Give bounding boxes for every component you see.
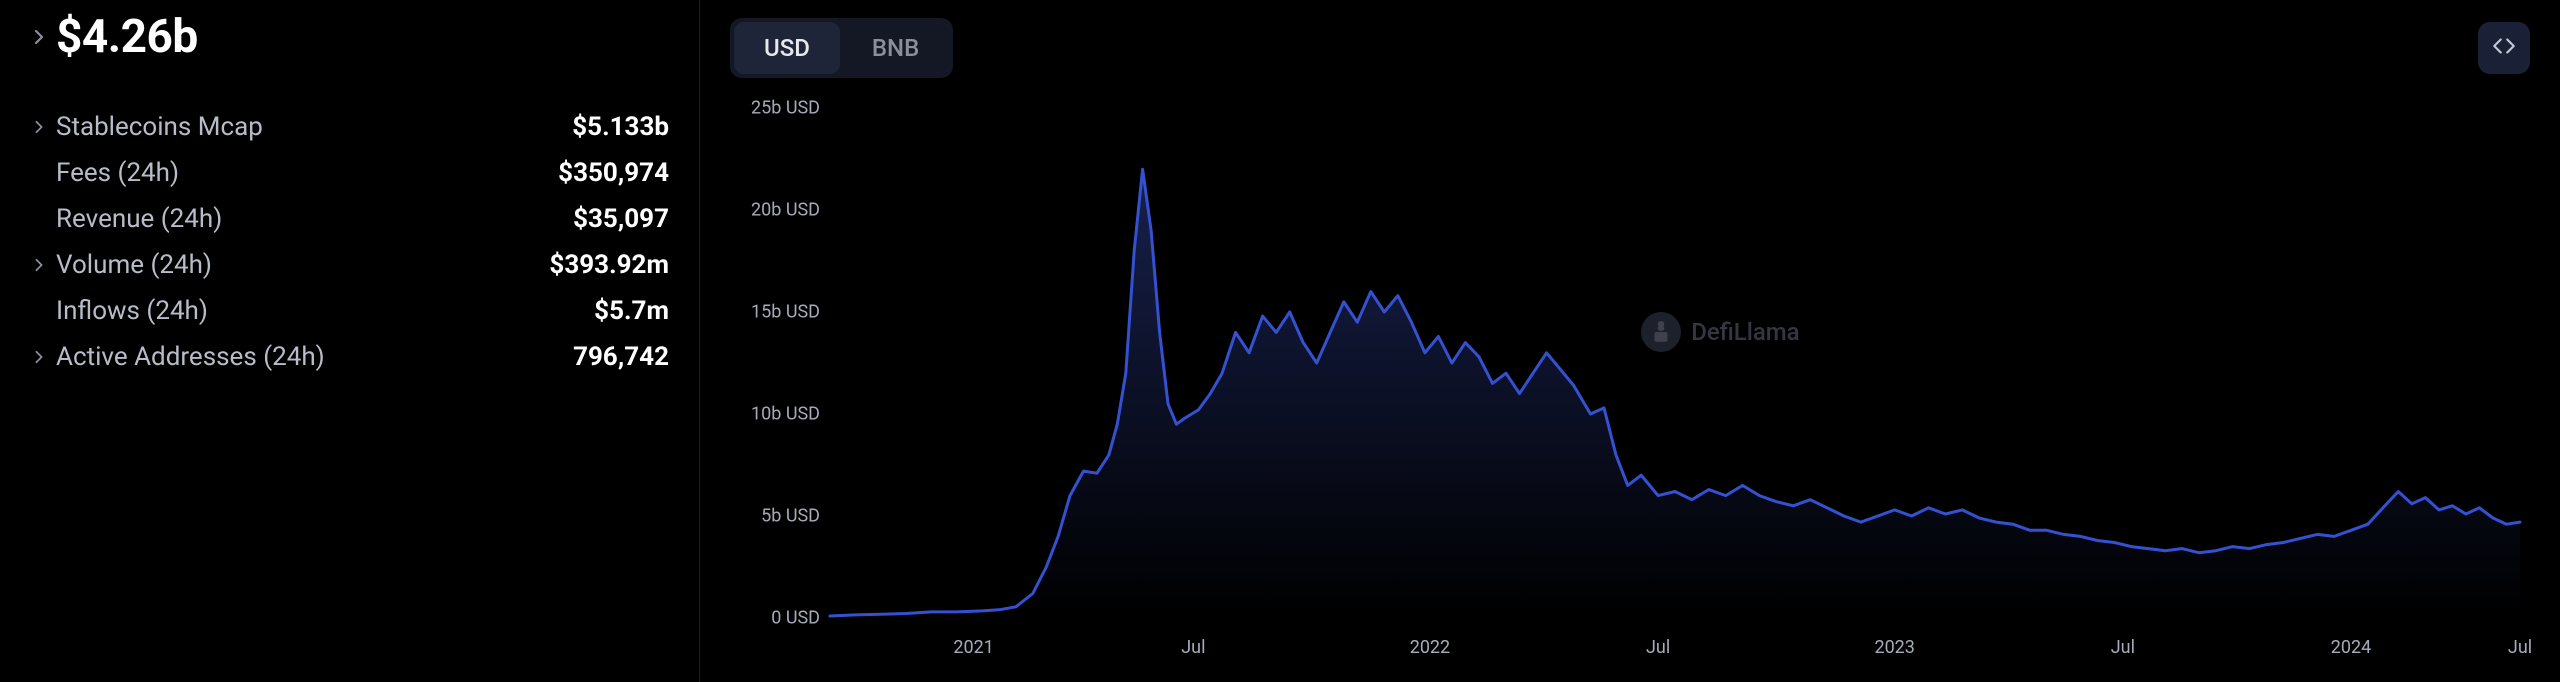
stat-row[interactable]: Active Addresses (24h) 796,742 (30, 334, 669, 380)
currency-toggle: USDBNB (730, 18, 953, 78)
stat-label: Stablecoins Mcap (56, 112, 263, 142)
chevron-right-icon (30, 350, 48, 364)
stat-value: $393.92m (549, 250, 669, 280)
watermark: DefiLlama (1641, 312, 1799, 352)
stat-row: Inflows (24h) $5.7m (30, 288, 669, 334)
y-axis-tick: 20b USD (730, 200, 820, 221)
stat-label: Active Addresses (24h) (56, 342, 325, 372)
currency-option-usd[interactable]: USD (734, 22, 840, 74)
stat-label: Revenue (24h) (56, 204, 222, 234)
x-axis-tick: 2024 (2331, 637, 2371, 658)
y-axis-tick: 25b USD (730, 98, 820, 119)
chevron-right-icon (30, 120, 48, 134)
code-icon (2491, 33, 2517, 63)
y-axis-tick: 0 USD (730, 608, 820, 629)
chevron-right-icon (30, 29, 48, 45)
chart-svg (730, 98, 2530, 658)
embed-button[interactable] (2478, 22, 2530, 74)
chart-area-fill (830, 169, 2520, 618)
stat-value: $35,097 (573, 204, 669, 234)
x-axis-tick: 2023 (1874, 637, 1914, 658)
stat-row[interactable]: Stablecoins Mcap $5.133b (30, 104, 669, 150)
x-axis-tick: 2021 (953, 637, 993, 658)
x-axis-tick: Jul (1646, 637, 1670, 658)
stat-row[interactable]: Volume (24h) $393.92m (30, 242, 669, 288)
chart-area[interactable]: DefiLlama 25b USD 20b USD 15b USD 10b USD 5b… (730, 98, 2530, 658)
chart-panel: USDBNB DefiLlama 25b USD 20b USD 15b USD 10… (700, 0, 2560, 682)
x-axis-tick: Jul (1181, 637, 1205, 658)
chevron-right-icon (30, 258, 48, 272)
stat-value: $350,974 (558, 158, 669, 188)
stat-label: Volume (24h) (56, 250, 212, 280)
headline-value: $4.26b (56, 10, 198, 64)
defillama-logo-icon (1641, 312, 1681, 352)
x-axis-tick: 2022 (1410, 637, 1450, 658)
stat-row: Fees (24h) $350,974 (30, 150, 669, 196)
stat-row: Revenue (24h) $35,097 (30, 196, 669, 242)
x-axis-tick: Jul (2508, 637, 2532, 658)
stat-label: Inflows (24h) (56, 296, 208, 326)
currency-option-bnb[interactable]: BNB (842, 22, 949, 74)
x-axis-tick: Jul (2111, 637, 2135, 658)
stat-value: $5.133b (572, 112, 669, 142)
headline-row[interactable]: $4.26b (30, 10, 669, 64)
y-axis-tick: 10b USD (730, 404, 820, 425)
stat-value: $5.7m (594, 296, 669, 326)
watermark-text: DefiLlama (1691, 318, 1799, 346)
stats-sidebar: $4.26b Stablecoins Mcap $5.133b Fees (24h)… (0, 0, 700, 682)
y-axis-tick: 15b USD (730, 302, 820, 323)
y-axis-tick: 5b USD (730, 506, 820, 527)
stat-label: Fees (24h) (56, 158, 179, 188)
stat-value: 796,742 (573, 342, 669, 372)
